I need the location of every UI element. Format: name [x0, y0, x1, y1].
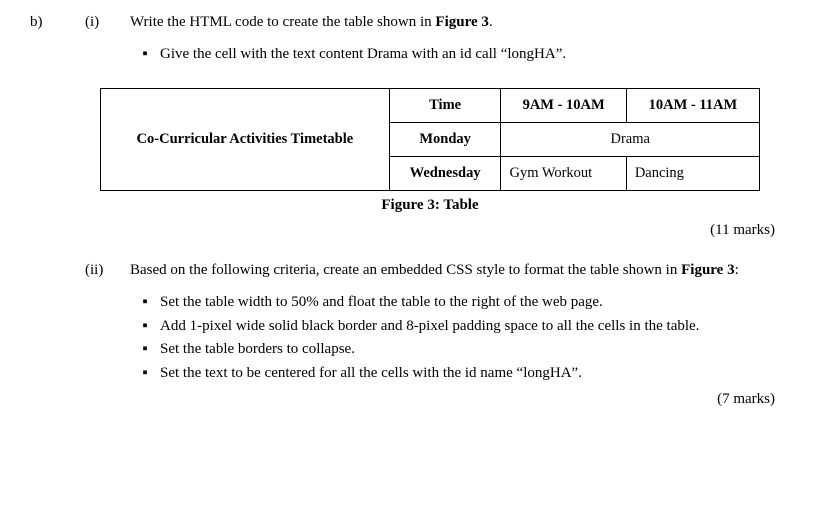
bullet-icon: ▪ — [130, 316, 160, 338]
bullet-item: ▪ Give the cell with the text content Dr… — [130, 44, 785, 66]
header-slot2: 10AM - 11AM — [626, 88, 759, 122]
sub2-body: Based on the following criteria, create … — [130, 260, 785, 411]
header-slot1: 9AM - 10AM — [501, 88, 626, 122]
cell-activity: Dancing — [626, 156, 759, 190]
figure-3: Co-Curricular Activities Timetable Time … — [75, 88, 785, 243]
figure-caption: Figure 3: Table — [75, 195, 785, 217]
bullet-icon: ▪ — [130, 292, 160, 314]
figure-row: Co-Curricular Activities Timetable Time … — [30, 68, 785, 243]
table-row: Co-Curricular Activities Timetable Time … — [101, 88, 760, 122]
marks-label: (11 marks) — [75, 220, 785, 242]
cell-day: Wednesday — [389, 156, 501, 190]
bullet-text: Add 1-pixel wide solid black border and … — [160, 316, 785, 338]
sub1-fig-ref: Figure 3 — [435, 14, 488, 30]
bullet-icon: ▪ — [130, 363, 160, 385]
sub2-text-pre: Based on the following criteria, create … — [130, 262, 681, 278]
bullet-text: Set the table borders to collapse. — [160, 339, 785, 361]
bullet-icon: ▪ — [130, 339, 160, 361]
bullet-item: ▪ Add 1-pixel wide solid black border an… — [130, 316, 785, 338]
bullet-item: ▪ Set the text to be centered for all th… — [130, 363, 785, 385]
sub1-text-post: . — [489, 14, 493, 30]
sub2-bullets: ▪ Set the table width to 50% and float t… — [130, 292, 785, 385]
sub2-text-post: : — [735, 262, 739, 278]
question-part-b-ii: (ii) Based on the following criteria, cr… — [30, 260, 785, 411]
sub2-fig-ref: Figure 3 — [681, 262, 734, 278]
marks-label: (7 marks) — [130, 389, 785, 411]
sub1-bullets: ▪ Give the cell with the text content Dr… — [130, 44, 785, 66]
cell-activity: Gym Workout — [501, 156, 626, 190]
header-time: Time — [389, 88, 501, 122]
part-label: b) — [30, 12, 75, 68]
bullet-text: Set the table width to 50% and float the… — [160, 292, 785, 314]
question-part-b-i: b) (i) Write the HTML code to create the… — [30, 12, 785, 68]
sub-label: (ii) — [75, 260, 130, 411]
sub1-body: Write the HTML code to create the table … — [130, 12, 785, 68]
bullet-text: Give the cell with the text content Dram… — [160, 44, 785, 66]
sub-label: (i) — [75, 12, 130, 68]
cell-day: Monday — [389, 122, 501, 156]
header-main: Co-Curricular Activities Timetable — [101, 88, 390, 190]
bullet-item: ▪ Set the table width to 50% and float t… — [130, 292, 785, 314]
sub1-text-pre: Write the HTML code to create the table … — [130, 14, 435, 30]
bullet-text: Set the text to be centered for all the … — [160, 363, 785, 385]
timetable: Co-Curricular Activities Timetable Time … — [100, 88, 760, 191]
bullet-item: ▪ Set the table borders to collapse. — [130, 339, 785, 361]
bullet-icon: ▪ — [130, 44, 160, 66]
cell-drama: Drama — [501, 122, 760, 156]
